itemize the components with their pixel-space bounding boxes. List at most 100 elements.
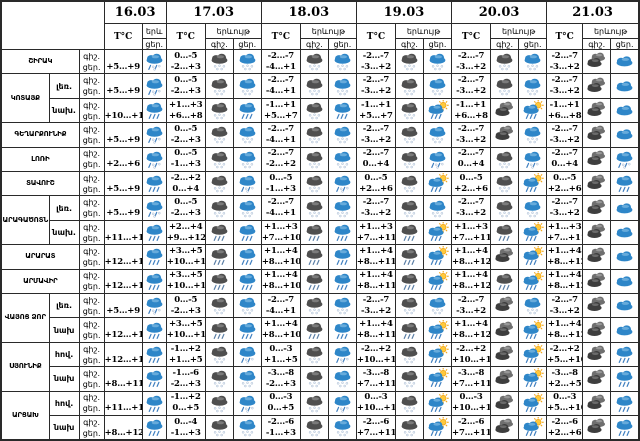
zone-label: լեռ. xyxy=(48,73,80,99)
phenomenon-col-header: երևույթ xyxy=(299,23,357,39)
night-weather-cell xyxy=(394,97,425,124)
temperature-cell: -2...-7 -3...+2 xyxy=(355,48,396,75)
night-col-header: գիշ. xyxy=(204,38,234,50)
day-temperature: -3...+2 xyxy=(456,86,487,97)
day-weather-cell xyxy=(327,317,357,343)
night-temperature: +1...+3 xyxy=(168,99,203,110)
night-temperature xyxy=(105,368,141,379)
sun-rain-cloud-icon xyxy=(523,173,544,193)
night-weather-cell xyxy=(582,317,612,343)
date-header: 19.03 xyxy=(355,0,453,24)
day-temperature: -2...+3 xyxy=(170,305,201,316)
temperature-cell: +1...+3 +7...+11 xyxy=(355,219,396,246)
day-temperature: +1...+5 xyxy=(168,354,203,365)
snow-cloud-dark-icon xyxy=(496,78,513,95)
snow-cloud-icon xyxy=(429,78,446,95)
day-weather-cell xyxy=(422,366,453,392)
sleet-cloud-icon xyxy=(334,395,351,413)
temperature-cell: +1...+4 +8...+12 xyxy=(451,317,492,343)
night-weather-cell xyxy=(204,341,234,368)
night-temperature: -2...-7 xyxy=(551,148,578,159)
day-weather-cell xyxy=(518,146,548,173)
sun-rain-cloud-icon xyxy=(523,319,544,339)
temperature-cell: -2...-7 -3...+2 xyxy=(355,293,396,319)
temperature-cell: -2...-7 -3...+2 xyxy=(451,48,492,75)
day-weather-cell xyxy=(610,48,640,75)
day-weather-cell xyxy=(518,268,548,295)
snow-cloud-icon xyxy=(334,54,351,71)
day-temperature: +7...+11 xyxy=(356,427,396,438)
overcast-clouds-dark-icon xyxy=(587,345,606,361)
snow-cloud-dark-icon xyxy=(211,346,228,364)
sleet-cloud-icon xyxy=(239,346,256,364)
rain-cloud-icon xyxy=(334,273,351,290)
day-weather-cell xyxy=(518,390,548,417)
sleet-cloud-icon xyxy=(334,346,351,364)
temperature-cell: -2...-7 -3...+2 xyxy=(546,122,584,148)
day-temperature: -3...+2 xyxy=(360,134,391,145)
night-weather-cell xyxy=(299,244,329,270)
snow-cloud-icon xyxy=(239,78,256,95)
day-temperature: +6...+8 xyxy=(454,110,488,121)
snow-cloud-dark-icon xyxy=(306,395,323,413)
temperature-cell: -2...+2+10...+15 xyxy=(355,341,396,368)
rain-cloud-icon xyxy=(616,395,633,412)
overcast-clouds-dark-icon xyxy=(495,370,514,385)
temperature-cell: +3...+5+10...+13 xyxy=(165,244,206,270)
day-temperature: +5...+10 xyxy=(547,354,583,365)
night-temperature: +2...+4 xyxy=(168,221,203,232)
forecast-row: ԿՈՏԱՅՔ լեռ. գիշ. ցեր. +5...+9 0...-5 -2...+3 -2… xyxy=(0,73,640,124)
day-weather-cell xyxy=(422,171,453,197)
night-temperature: 0...-3 xyxy=(269,343,293,354)
night-temperature: -2...-7 xyxy=(267,50,295,61)
day-weather-cell xyxy=(610,146,640,173)
night-col-header: գիշ. xyxy=(582,38,612,50)
temperature-col-header: T°C xyxy=(165,23,206,50)
night-weather-cell xyxy=(582,293,612,319)
temperature-cell: -3...-8 +7...+11 xyxy=(355,366,396,392)
night-weather-cell xyxy=(299,73,329,99)
night-weather-cell xyxy=(394,146,425,173)
region-name: ԼՈՌԻ xyxy=(0,146,80,173)
snow-cloud-icon xyxy=(239,371,256,388)
temperature-cell: -2...-7 0...+4 xyxy=(355,146,396,173)
overcast-clouds-dark-icon xyxy=(587,52,606,68)
night-temperature: -2...-6 xyxy=(362,416,390,427)
night-temperature: 0...-5 xyxy=(174,148,198,159)
night-weather-cell xyxy=(204,48,234,75)
day-temperature: -3...+2 xyxy=(456,134,487,145)
day-temperature: +5...+9 xyxy=(106,134,140,145)
temperature-cell: 0...-5 -2...+3 xyxy=(165,293,206,319)
day-temperature: +11...+16 xyxy=(104,403,141,414)
day-temperature: +5...+9 xyxy=(106,183,140,194)
snow-cloud-dark-icon xyxy=(401,127,418,144)
night-weather-cell xyxy=(582,48,612,75)
night-temperature xyxy=(105,319,141,330)
night-weather-cell xyxy=(490,293,520,319)
day-temperature: +7...+11 xyxy=(452,232,491,243)
night-temperature: 0...-5 xyxy=(269,172,293,183)
forecast-row: ԼՈՌԻ գիշ. ցեր. +2...+6 0...-5 -1...+3 -2...-7-… xyxy=(0,146,640,173)
day-temperature: -3...+2 xyxy=(360,86,391,97)
temperature-col-header: T°C xyxy=(260,23,301,50)
temperature-cell: 0...-5 -2...+3 xyxy=(165,195,206,221)
temperature-cell: -2...-6 +2...+6 xyxy=(546,415,584,441)
night-temperature: -1...+1 xyxy=(549,99,580,110)
day-temperature: +8...+11 xyxy=(356,330,396,341)
day-weather-cell xyxy=(518,97,548,124)
rain-cloud-dark-icon xyxy=(401,273,418,290)
night-weather-cell xyxy=(582,390,612,417)
night-weather-cell xyxy=(582,415,612,441)
temperature-cell: -2...+2 0...+4 xyxy=(165,171,206,197)
night-temperature xyxy=(105,197,141,208)
night-weather-cell xyxy=(204,293,234,319)
temperature-col-header: T°C xyxy=(451,23,492,50)
night-temperature: 0...-3 xyxy=(459,392,483,403)
day-weather-cell xyxy=(232,219,262,246)
day-weather-cell xyxy=(141,341,167,368)
day-temperature: -4...+1 xyxy=(265,208,296,219)
day-label: ցեր. xyxy=(82,331,101,341)
night-weather-cell xyxy=(204,244,234,270)
day-temperature: +2...+6 xyxy=(547,183,582,194)
snow-cloud-dark-icon xyxy=(211,298,228,315)
